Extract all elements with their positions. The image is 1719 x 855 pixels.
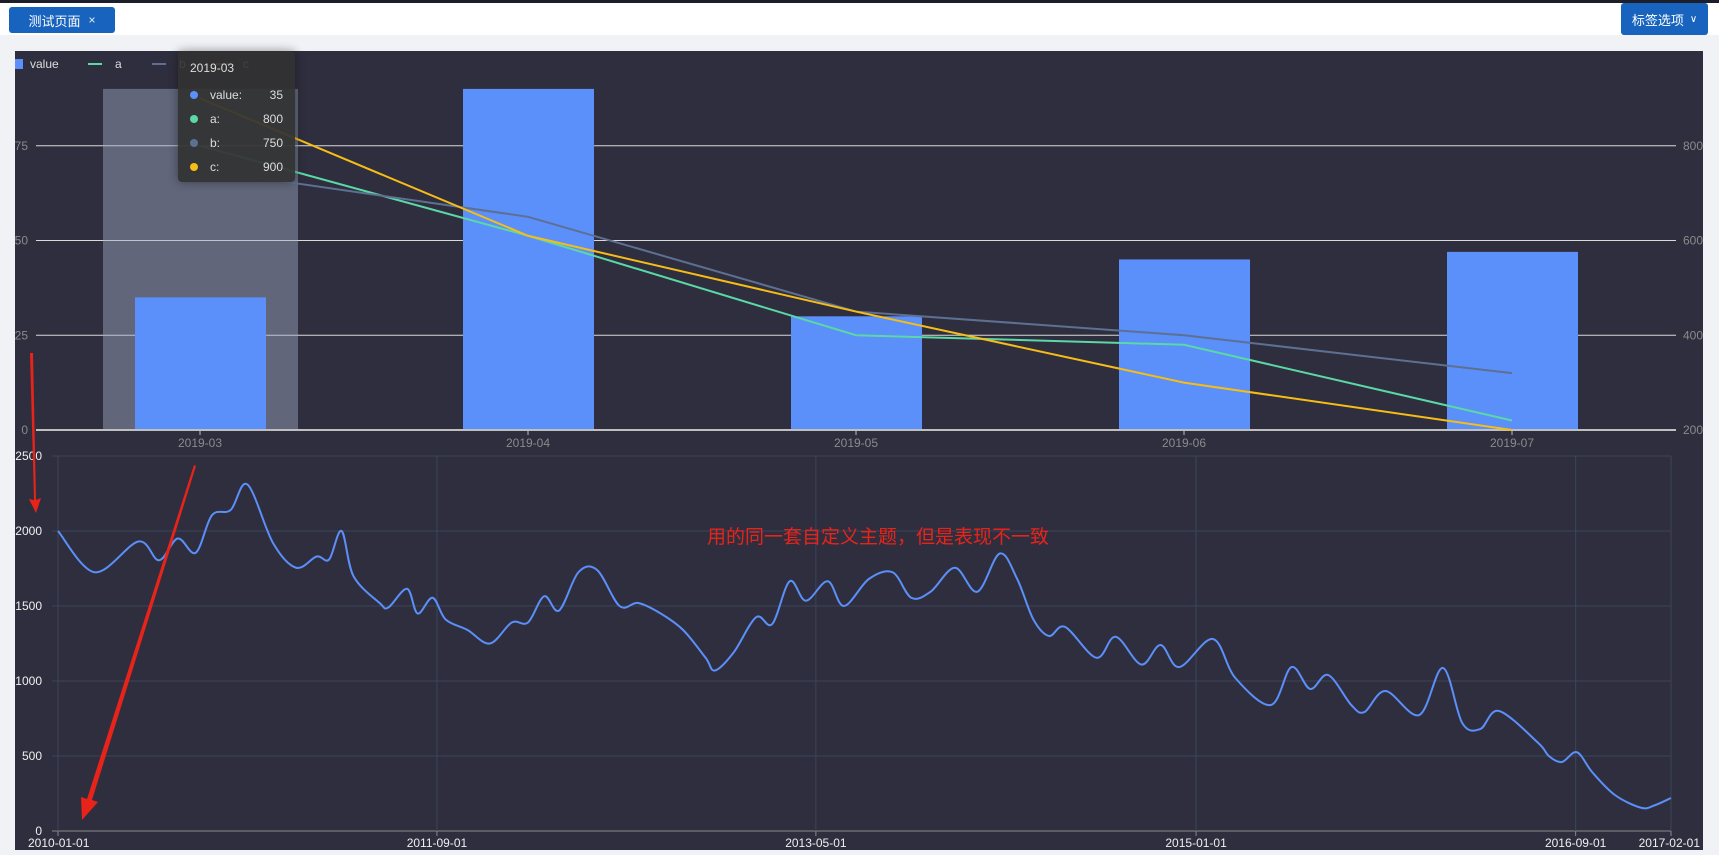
series-dot-icon bbox=[190, 139, 198, 147]
left-axis-tick: 50 bbox=[15, 234, 29, 248]
x-axis-tick: 2019-06 bbox=[1162, 436, 1206, 450]
x-axis-tick: 2010-01-01 bbox=[28, 836, 90, 850]
x-axis-tick: 2015-01-01 bbox=[1165, 836, 1227, 850]
x-axis-tick: 2011-09-01 bbox=[407, 836, 468, 850]
tooltip-row: c: 900 bbox=[190, 155, 283, 179]
series-line bbox=[57, 482, 1672, 810]
right-axis-tick: 400 bbox=[1683, 328, 1703, 342]
y-axis-tick: 0 bbox=[35, 824, 42, 838]
tooltip-row: value: 35 bbox=[190, 83, 283, 107]
tooltip-series-value: 750 bbox=[262, 136, 283, 150]
series-dot-icon bbox=[190, 163, 198, 171]
left-axis-tick: 25 bbox=[15, 328, 29, 342]
tooltip-series-name: a: bbox=[210, 112, 221, 126]
right-axis-tick: 600 bbox=[1683, 234, 1703, 248]
tooltip-series-name: c: bbox=[210, 160, 220, 174]
y-axis-tick: 2500 bbox=[15, 449, 42, 463]
left-axis-tick: 0 bbox=[21, 423, 28, 437]
legend-a: a bbox=[115, 57, 122, 71]
legend-value-icon bbox=[15, 59, 23, 69]
top-border bbox=[0, 0, 1719, 3]
annotation-text: 用的同一套自定义主题，但是表现不一致 bbox=[707, 527, 1050, 548]
tooltip-series-name: value: bbox=[210, 88, 243, 102]
x-axis-tick: 2013-05-01 bbox=[785, 836, 847, 850]
bar-2019-03 bbox=[135, 297, 266, 430]
x-axis-tick: 2019-03 bbox=[178, 436, 222, 450]
series-dot-icon bbox=[190, 91, 198, 99]
legend-value: value bbox=[30, 57, 59, 71]
bar-2019-05 bbox=[791, 316, 922, 430]
tooltip-series-name: b: bbox=[210, 136, 221, 150]
tooltip-row: a: 800 bbox=[190, 107, 283, 131]
arrow-annotation-icon bbox=[29, 353, 41, 513]
tab-test-page[interactable]: 测试页面 × bbox=[9, 7, 115, 33]
y-axis-tick: 500 bbox=[22, 749, 42, 763]
chart-tooltip: 2019-03 value: 35 a: 800 b: 750 c: 900 bbox=[178, 51, 295, 182]
x-axis-tick: 2017-02-01 bbox=[1639, 836, 1701, 850]
bar-2019-07 bbox=[1447, 251, 1578, 430]
tooltip-series-value: 35 bbox=[269, 88, 283, 102]
series-line-c bbox=[199, 97, 1513, 431]
y-axis-tick: 1000 bbox=[15, 674, 42, 688]
series-dot-icon bbox=[190, 115, 198, 123]
arrow-annotation-icon bbox=[81, 465, 196, 820]
tab-options-button[interactable]: 标签选项 ∨ bbox=[1621, 3, 1708, 35]
tooltip-row: b: 750 bbox=[190, 131, 283, 155]
bar-2019-04 bbox=[463, 88, 594, 431]
tab-label: 测试页面 bbox=[28, 13, 81, 29]
series-line-a bbox=[199, 144, 1513, 422]
tab-bar bbox=[0, 3, 1719, 35]
tab-options-label: 标签选项 bbox=[1631, 12, 1684, 28]
left-axis-tick: 75 bbox=[15, 139, 29, 153]
tooltip-series-value: 900 bbox=[262, 160, 283, 174]
x-axis-tick: 2019-04 bbox=[506, 436, 550, 450]
x-axis-tick: 2016-09-01 bbox=[1545, 836, 1607, 850]
y-axis-tick: 1500 bbox=[15, 599, 42, 613]
tooltip-title: 2019-03 bbox=[190, 61, 235, 75]
y-axis-tick: 2000 bbox=[15, 524, 42, 538]
chevron-down-icon: ∨ bbox=[1689, 13, 1698, 25]
right-axis-tick: 800 bbox=[1683, 139, 1703, 153]
x-axis-tick: 2019-05 bbox=[834, 436, 878, 450]
right-axis-tick: 200 bbox=[1683, 423, 1703, 437]
x-axis-tick: 2019-07 bbox=[1490, 436, 1534, 450]
close-icon[interactable]: × bbox=[88, 13, 96, 27]
tooltip-series-value: 800 bbox=[262, 112, 283, 126]
